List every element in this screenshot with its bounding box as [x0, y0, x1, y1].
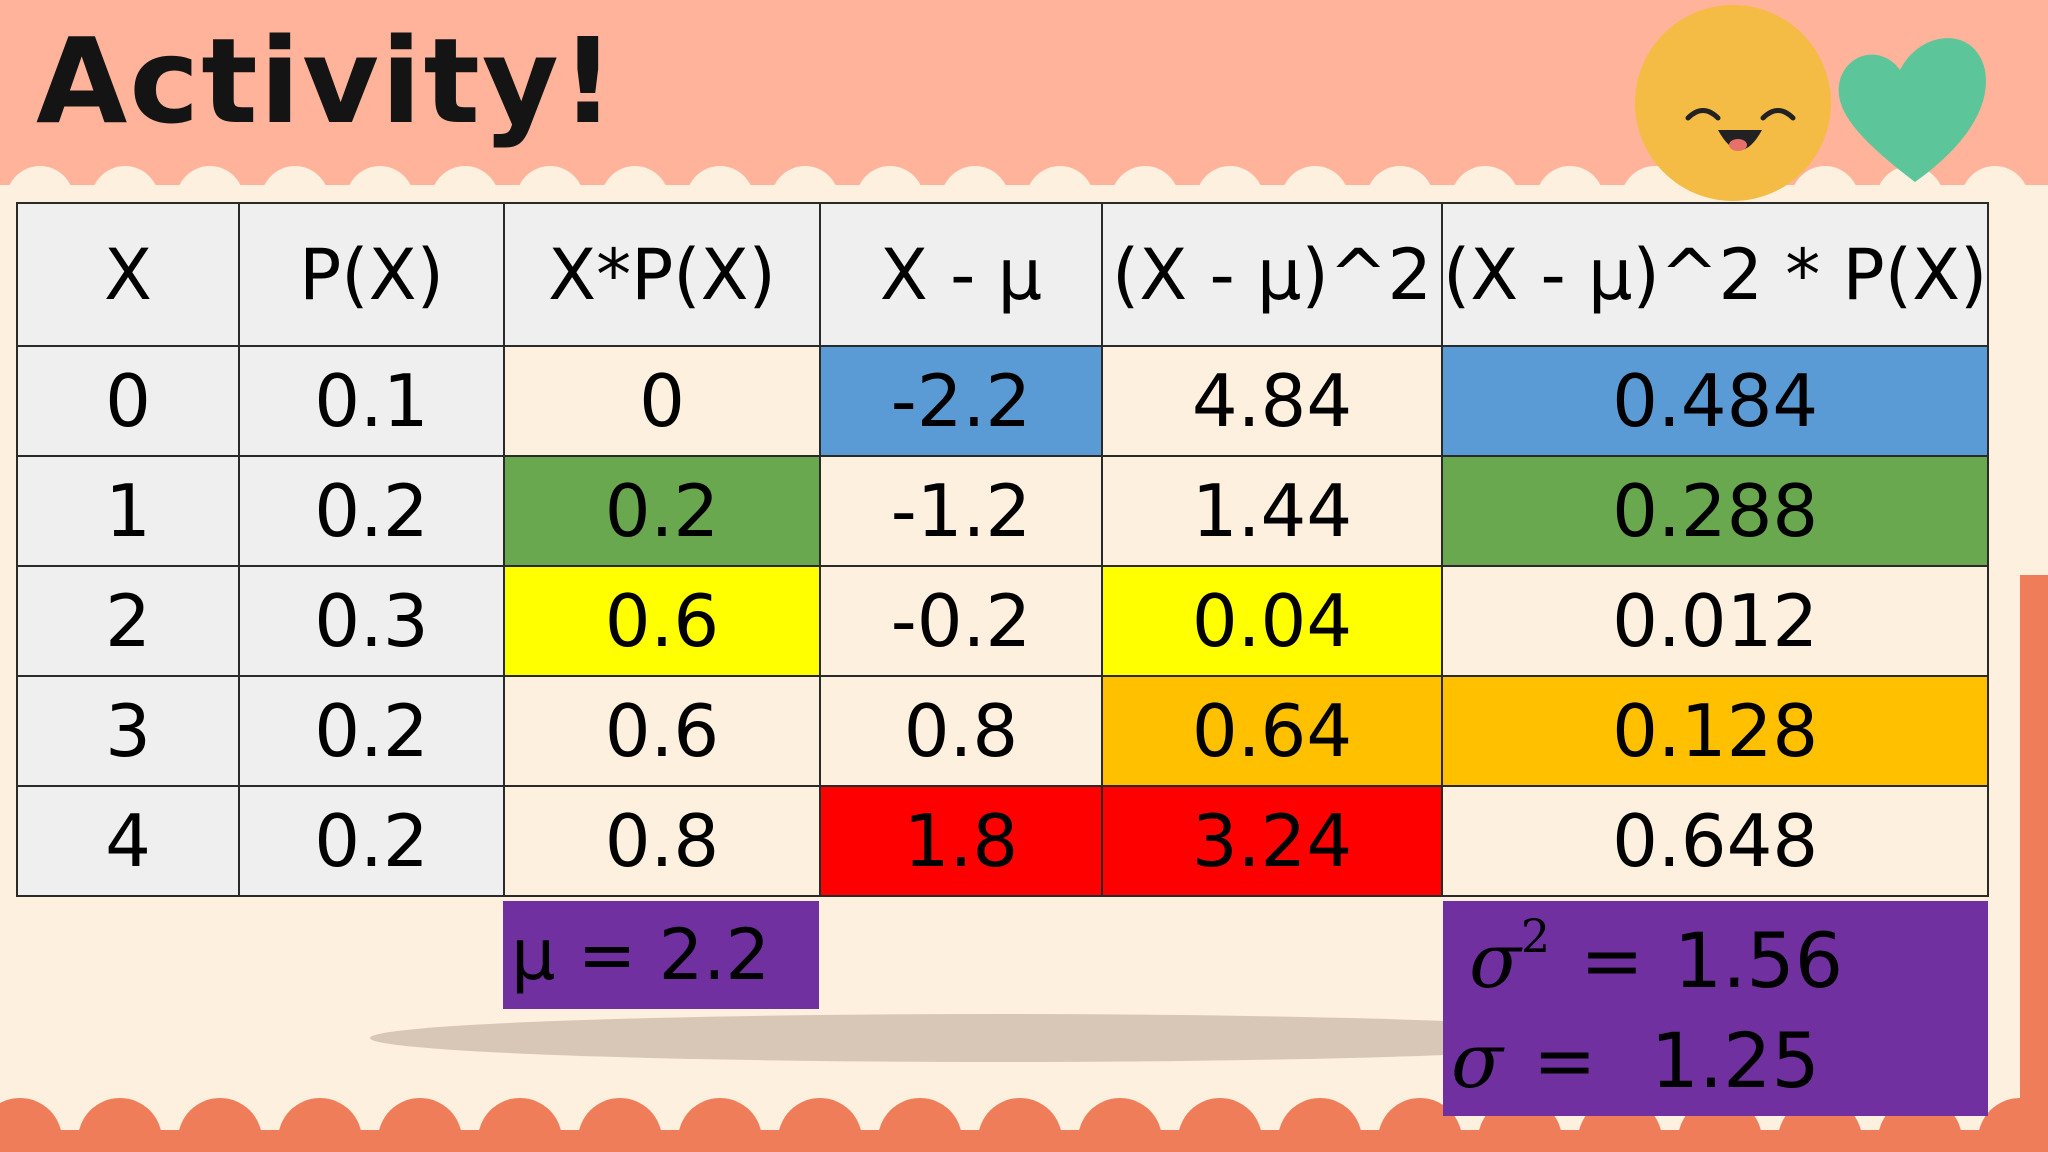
std-dev-value: 1.25 [1650, 1016, 1820, 1105]
cell-px: 0.3 [238, 565, 505, 677]
cell-weighted-deviation-squared: 0.648 [1440, 785, 1990, 897]
table-row: 0 0.1 0 -2.2 4.84 0.484 [16, 345, 1990, 457]
cell-deviation-squared: 1.44 [1101, 455, 1443, 567]
right-edge-strip [2020, 575, 2048, 1152]
table-row: 3 0.2 0.6 0.8 0.64 0.128 [16, 675, 1990, 787]
cell-x-times-px: 0.8 [503, 785, 821, 897]
cell-deviation-squared: 0.04 [1101, 565, 1443, 677]
header-deviation-squared: (X - μ)^2 [1101, 202, 1443, 347]
cell-px: 0.2 [238, 675, 505, 787]
header-x: X [16, 202, 240, 347]
page-title: Activity! [36, 12, 617, 150]
std-dev-symbol: σ [1451, 1016, 1503, 1105]
table-header-row: X P(X) X*P(X) X - μ (X - μ)^2 (X - μ)^2 … [16, 202, 1990, 347]
cell-weighted-deviation-squared: 0.128 [1440, 675, 1990, 787]
cell-weighted-deviation-squared: 0.484 [1440, 345, 1990, 457]
table-shadow [370, 1014, 1630, 1062]
cell-x-times-px: 0.2 [503, 455, 821, 567]
header-x-minus-mu: X - μ [819, 202, 1103, 347]
cell-x-minus-mu: 0.8 [819, 675, 1103, 787]
cell-x: 4 [16, 785, 240, 897]
cell-x: 2 [16, 565, 240, 677]
variance-value: 1.56 [1673, 916, 1844, 1005]
variance-equals: = [1580, 916, 1644, 1005]
table-row: 2 0.3 0.6 -0.2 0.04 0.012 [16, 565, 1990, 677]
cell-x-minus-mu: -0.2 [819, 565, 1103, 677]
cell-x: 0 [16, 345, 240, 457]
cell-deviation-squared: 0.64 [1101, 675, 1443, 787]
variance-line: σ2 = 1.56 [1469, 913, 1843, 999]
heart-icon [1838, 38, 1986, 182]
cell-deviation-squared: 3.24 [1101, 785, 1443, 897]
cell-weighted-deviation-squared: 0.288 [1440, 455, 1990, 567]
cell-px: 0.2 [238, 455, 505, 567]
cell-x: 1 [16, 455, 240, 567]
cell-x-times-px: 0 [503, 345, 821, 457]
cell-weighted-deviation-squared: 0.012 [1440, 565, 1990, 677]
header-px: P(X) [238, 202, 505, 347]
table-row: 1 0.2 0.2 -1.2 1.44 0.288 [16, 455, 1990, 567]
cell-px: 0.2 [238, 785, 505, 897]
cell-x-minus-mu: -1.2 [819, 455, 1103, 567]
variance-symbol: σ [1469, 916, 1521, 1005]
std-dev-equals: = [1532, 1016, 1597, 1105]
mean-text: μ = 2.2 [511, 914, 771, 996]
smiley-face-icon [1635, 5, 1831, 201]
header-weighted-deviation-squared: (X - μ)^2 * P(X) [1440, 202, 1990, 347]
std-dev-line: σ = 1.25 [1451, 1023, 1820, 1099]
cell-px: 0.1 [238, 345, 505, 457]
cell-x-minus-mu: 1.8 [819, 785, 1103, 897]
table-row: 4 0.2 0.8 1.8 3.24 0.648 [16, 785, 1990, 897]
mean-result-box: μ = 2.2 [503, 901, 819, 1009]
cell-deviation-squared: 4.84 [1101, 345, 1443, 457]
header-x-times-px: X*P(X) [503, 202, 821, 347]
cell-x-minus-mu: -2.2 [819, 345, 1103, 457]
variance-exponent: 2 [1520, 909, 1551, 963]
cell-x-times-px: 0.6 [503, 675, 821, 787]
variance-table: X P(X) X*P(X) X - μ (X - μ)^2 (X - μ)^2 … [16, 202, 1990, 897]
cell-x-times-px: 0.6 [503, 565, 821, 677]
variance-result-box: σ2 = 1.56 σ = 1.25 [1443, 901, 1988, 1116]
cell-x: 3 [16, 675, 240, 787]
